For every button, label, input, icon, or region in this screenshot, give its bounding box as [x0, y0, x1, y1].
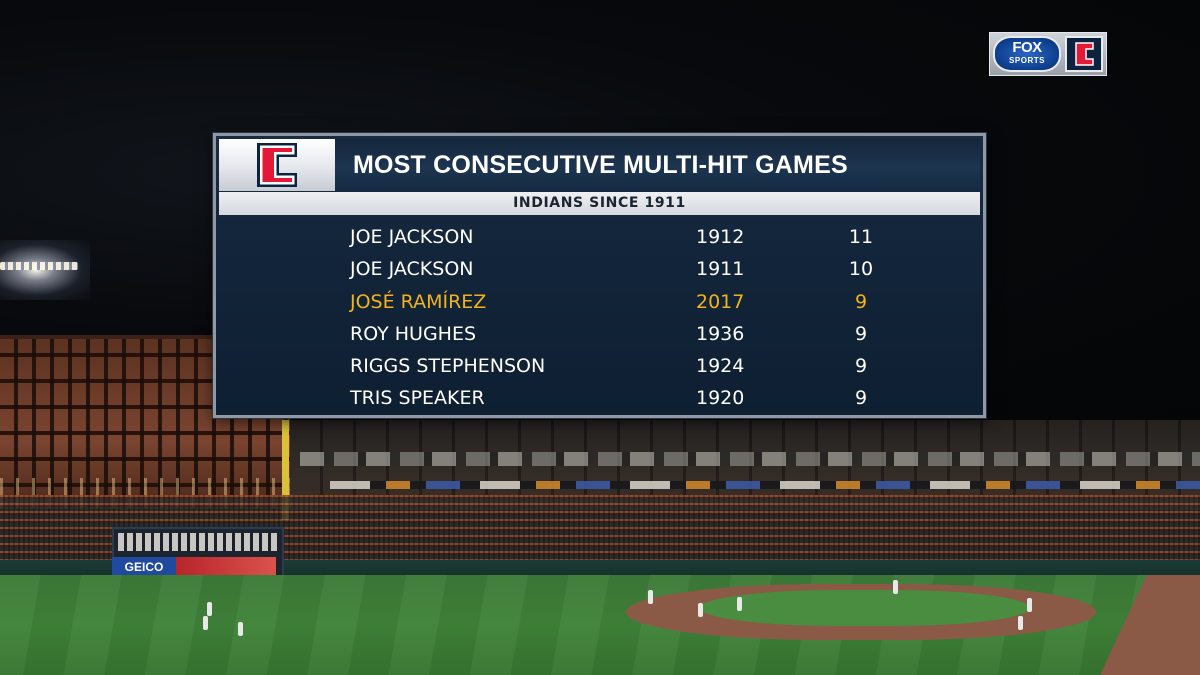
season-year: 2017: [696, 290, 745, 313]
leaderboard-row: ROY HUGHES 1936 9: [216, 319, 983, 351]
ad-ribbon-board: [330, 481, 1200, 489]
streak-games: 9: [854, 290, 868, 313]
subtitle-bar: INDIANS SINCE 1911: [219, 192, 980, 215]
season-year: 1912: [696, 226, 745, 248]
player: [203, 616, 208, 630]
red-ad-sign: [176, 557, 276, 577]
stat-graphic-panel: MOST CONSECUTIVE MULTI-HIT GAMES INDIANS…: [213, 133, 986, 418]
leaderboard-list: JOE JACKSON 1912 11 JOE JACKSON 1911 10 …: [216, 222, 983, 416]
player: [893, 580, 898, 594]
indians-c-logo-icon: [257, 143, 297, 187]
player: [238, 622, 243, 636]
season-year: 1911: [696, 258, 745, 281]
outfield-wall: [0, 560, 1200, 578]
season-year: 1920: [696, 387, 745, 410]
infield-grass: [700, 590, 1030, 626]
player: [1018, 616, 1023, 630]
player-name: ROY HUGHES: [350, 322, 477, 345]
foul-pole: [282, 420, 289, 520]
player-name: JOSÉ RAMÍREZ: [350, 290, 487, 313]
graphic-title: MOST CONSECUTIVE MULTI-HIT GAMES: [353, 151, 848, 179]
network-name: FOX: [1012, 39, 1042, 56]
leaderboard-row: RIGGS STEPHENSON 1924 9: [216, 351, 983, 383]
fox-sports-logo-icon: FOX SPORTS: [993, 36, 1061, 72]
graphic-header: MOST CONSECUTIVE MULTI-HIT GAMES: [219, 139, 980, 191]
network-bug: FOX SPORTS: [989, 32, 1107, 76]
player-name: JOE JACKSON: [350, 258, 474, 281]
geico-ad-sign: GEICO: [112, 557, 176, 577]
streak-games: 9: [854, 387, 868, 410]
player-name: TRIS SPEAKER: [350, 387, 485, 410]
player: [1027, 598, 1032, 612]
streak-games: 9: [854, 355, 868, 378]
light-tower-lamps: [0, 262, 78, 270]
team-logo-box: [219, 139, 335, 191]
streak-games: 10: [848, 258, 874, 281]
player: [648, 590, 653, 604]
light-tower-glow: [0, 240, 90, 300]
scoreboard-display: [118, 533, 278, 551]
indians-c-logo-icon: [1065, 36, 1103, 72]
streak-games: 11: [848, 226, 874, 248]
leaderboard-row: TRIS SPEAKER 1920 9: [216, 383, 983, 415]
season-year: 1924: [696, 355, 745, 378]
graphic-subtitle: INDIANS SINCE 1911: [513, 195, 686, 211]
player: [737, 597, 742, 611]
player-name: RIGGS STEPHENSON: [350, 355, 546, 378]
player: [207, 602, 212, 616]
streak-games: 9: [854, 322, 868, 345]
player-name: JOE JACKSON: [350, 226, 474, 248]
foul-territory-dirt: [1080, 575, 1200, 675]
season-year: 1936: [696, 322, 745, 345]
leaderboard-row: JOE JACKSON 1911 10: [216, 254, 983, 286]
leaderboard-row: JOE JACKSON 1912 11: [216, 222, 983, 254]
player: [698, 603, 703, 617]
network-subname: SPORTS: [1009, 56, 1045, 65]
leaderboard-row-highlighted: JOSÉ RAMÍREZ 2017 9: [216, 287, 983, 319]
deck-signage: [300, 452, 1200, 466]
